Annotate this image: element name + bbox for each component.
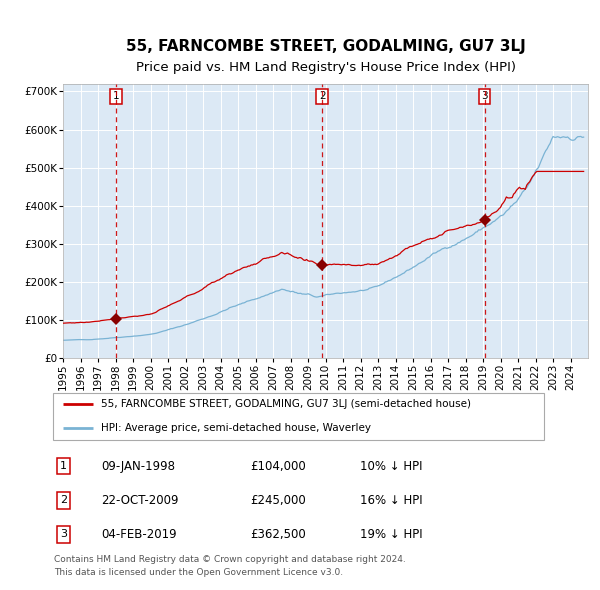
Text: Price paid vs. HM Land Registry's House Price Index (HPI): Price paid vs. HM Land Registry's House … [136,61,515,74]
Text: 10% ↓ HPI: 10% ↓ HPI [360,460,422,473]
Text: 22-OCT-2009: 22-OCT-2009 [101,494,178,507]
Text: 09-JAN-1998: 09-JAN-1998 [101,460,175,473]
Text: 19% ↓ HPI: 19% ↓ HPI [360,527,422,541]
Text: £362,500: £362,500 [250,527,306,541]
FancyBboxPatch shape [53,393,544,440]
Text: 3: 3 [481,91,488,101]
Text: 2: 2 [60,495,67,505]
Text: 2: 2 [319,91,325,101]
Text: HPI: Average price, semi-detached house, Waverley: HPI: Average price, semi-detached house,… [101,423,371,433]
Text: £104,000: £104,000 [250,460,306,473]
Text: 1: 1 [113,91,119,101]
Text: Contains HM Land Registry data © Crown copyright and database right 2024.: Contains HM Land Registry data © Crown c… [54,555,406,563]
Text: 16% ↓ HPI: 16% ↓ HPI [360,494,422,507]
Text: 3: 3 [60,529,67,539]
Text: 55, FARNCOMBE STREET, GODALMING, GU7 3LJ (semi-detached house): 55, FARNCOMBE STREET, GODALMING, GU7 3LJ… [101,399,471,409]
Text: 1: 1 [60,461,67,471]
Text: 04-FEB-2019: 04-FEB-2019 [101,527,176,541]
Text: 55, FARNCOMBE STREET, GODALMING, GU7 3LJ: 55, FARNCOMBE STREET, GODALMING, GU7 3LJ [125,40,526,54]
Text: This data is licensed under the Open Government Licence v3.0.: This data is licensed under the Open Gov… [54,568,343,576]
Text: £245,000: £245,000 [250,494,306,507]
